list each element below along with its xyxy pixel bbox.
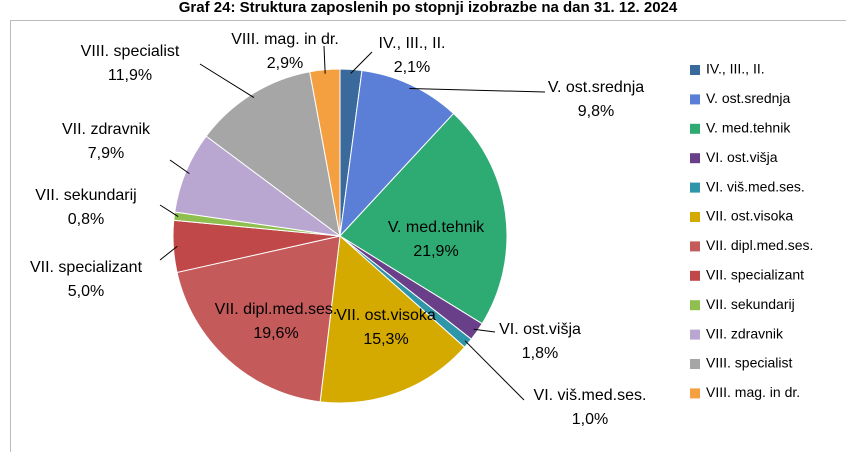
legend-label: VII. sekundarij <box>706 296 795 312</box>
legend-swatch <box>690 300 700 311</box>
slice-label: VII. zdravnik <box>62 121 151 138</box>
legend-swatch <box>690 359 700 369</box>
value-label: 1,8% <box>522 345 558 362</box>
legend-swatch <box>690 388 700 399</box>
slice-label: V. ost.srednja <box>548 79 644 96</box>
legend-swatch <box>690 241 700 252</box>
slice <box>339 69 455 238</box>
slice <box>319 234 466 404</box>
legend-swatch <box>690 123 700 134</box>
legend-swatch <box>690 94 700 105</box>
slice-label: IV., III., II. <box>379 35 446 52</box>
leader-line <box>409 88 546 93</box>
slice-label: VII. dipl.med.ses. <box>215 301 338 318</box>
leader-line <box>464 340 525 401</box>
slice-label: VIII. mag. in dr. <box>231 31 339 48</box>
slice <box>339 112 508 325</box>
value-label: 9,8% <box>578 103 614 120</box>
legend-label: VII. ost.visoka <box>706 208 793 224</box>
leader-line <box>169 159 190 175</box>
legend-label: VII. zdravnik <box>706 325 784 341</box>
legend-label: VIII. mag. in dr. <box>706 384 800 400</box>
legend-swatch <box>690 270 700 281</box>
leader-line <box>159 204 179 218</box>
legend-label: VII. dipl.med.ses. <box>706 237 813 253</box>
slice-label: VIII. specialist <box>81 43 180 60</box>
legend-label: VI. viš.med.ses. <box>706 178 805 194</box>
value-label: 19,6% <box>253 325 298 342</box>
value-label: 7,9% <box>88 145 124 162</box>
chart-title: Graf 24: Struktura zaposlenih po stopnji… <box>179 0 678 16</box>
slice-label: VI. ost.višja <box>499 321 581 338</box>
slice-label: VI. viš.med.ses. <box>534 387 647 404</box>
slice-label: VII. ost.visoka <box>336 307 436 324</box>
leader-line <box>159 245 178 261</box>
legend-swatch <box>690 212 700 222</box>
value-label: 2,1% <box>394 59 430 76</box>
slice-label: VII. sekundarij <box>35 187 136 204</box>
legend-swatch <box>690 329 700 340</box>
value-label: 11,9% <box>108 67 152 84</box>
value-label: 2,9% <box>267 55 303 72</box>
legend-label: VIII. specialist <box>706 355 792 371</box>
legend-label: V. med.tehnik <box>706 120 791 136</box>
leader-line <box>473 328 496 333</box>
value-label: 0,8% <box>68 211 104 228</box>
legend-swatch <box>690 153 700 164</box>
value-label: 5,0% <box>68 283 104 300</box>
legend-label: IV., III., II. <box>706 61 765 77</box>
legend-label: VI. ost.višja <box>706 149 778 165</box>
leader-line <box>350 51 373 74</box>
slice <box>205 71 341 238</box>
value-label: 21,9% <box>413 243 458 260</box>
legend-swatch <box>690 65 700 75</box>
legend-swatch <box>690 182 700 193</box>
value-label: 15,3% <box>363 331 408 348</box>
legend-label: VII. specializant <box>706 267 804 283</box>
leader-line <box>323 45 326 74</box>
legend-label: V. ost.srednja <box>706 90 791 106</box>
slice-label: VII. specializant <box>30 259 143 276</box>
slice-label: V. med.tehnik <box>388 219 485 236</box>
slice <box>176 235 341 403</box>
value-label: 1,0% <box>572 411 608 428</box>
leader-line <box>199 63 255 98</box>
